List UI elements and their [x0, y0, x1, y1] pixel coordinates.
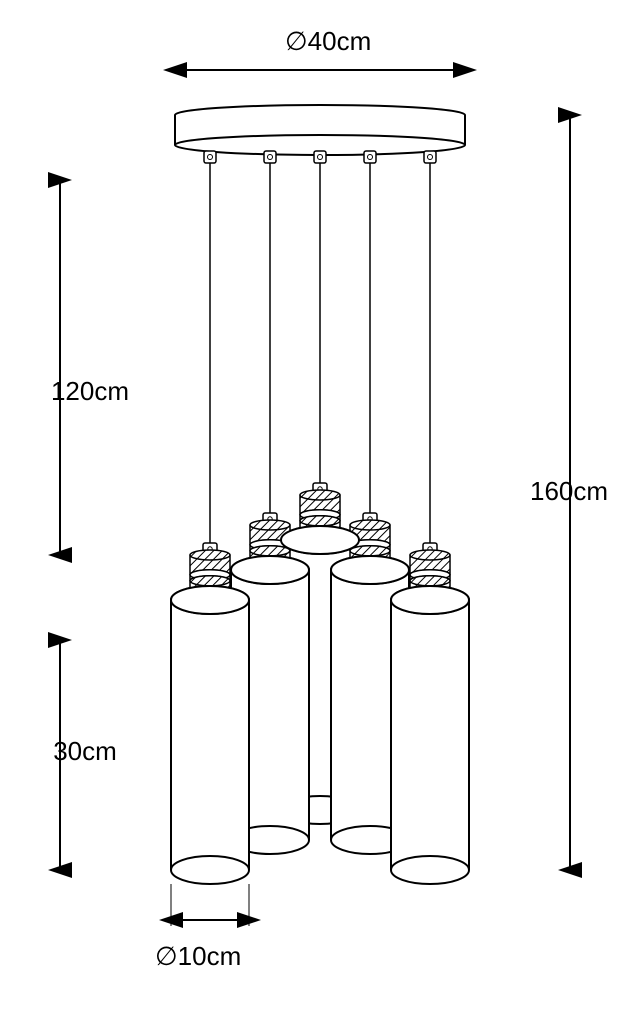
- dim-total-height: 160cm: [530, 476, 608, 506]
- dim-shade-diameter: ∅10cm: [155, 941, 241, 971]
- dim-cable-height: 120cm: [51, 376, 129, 406]
- dim-top-diameter: ∅40cm: [285, 26, 371, 56]
- dim-shade-height: 30cm: [53, 736, 117, 766]
